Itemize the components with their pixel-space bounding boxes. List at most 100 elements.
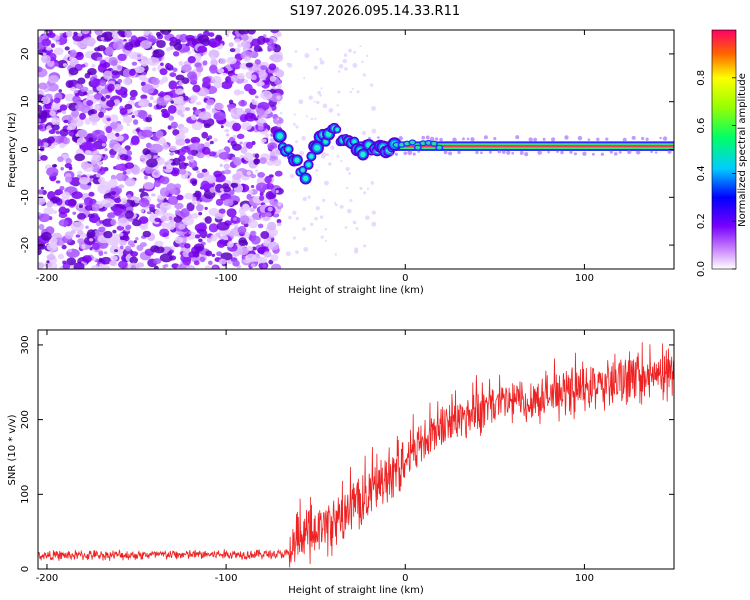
noise-speck xyxy=(359,186,363,191)
noise-speck xyxy=(314,117,317,120)
carrier-halo xyxy=(390,152,394,156)
carrier-blob-inner xyxy=(360,151,366,158)
noise-blob xyxy=(110,255,118,262)
noise-blob xyxy=(53,47,64,56)
x-tick-label: -100 xyxy=(215,273,238,284)
noise-blob xyxy=(112,41,124,50)
noise-blob xyxy=(182,256,192,266)
noise-speck xyxy=(334,253,337,256)
x-tick-label: 0 xyxy=(402,573,408,584)
noise-blob xyxy=(162,264,167,269)
noise-blob xyxy=(46,167,59,177)
carrier-halo xyxy=(582,151,587,156)
noise-blob xyxy=(219,58,227,65)
noise-blob xyxy=(114,197,121,204)
noise-blob xyxy=(270,254,279,262)
noise-blob xyxy=(51,196,61,203)
noise-blob xyxy=(170,100,174,104)
noise-blob xyxy=(59,104,68,111)
snr-x-label: Height of straight line (km) xyxy=(288,585,424,596)
noise-blob xyxy=(165,221,176,230)
noise-blob xyxy=(255,182,268,192)
noise-blob xyxy=(168,115,175,121)
noise-blob xyxy=(233,89,241,96)
noise-speck xyxy=(316,100,320,105)
noise-blob xyxy=(184,243,191,249)
noise-blob xyxy=(258,81,265,86)
noise-blob xyxy=(133,240,137,244)
carrier-halo xyxy=(367,136,371,140)
noise-blob xyxy=(64,46,70,51)
noise-blob xyxy=(160,62,164,66)
noise-blob xyxy=(188,230,192,235)
noise-speck xyxy=(359,45,362,48)
carrier-blob-inner xyxy=(286,146,291,152)
noise-blob xyxy=(116,225,125,231)
noise-blob xyxy=(269,151,276,157)
noise-blob xyxy=(208,151,217,157)
noise-blob xyxy=(216,251,223,257)
noise-blob xyxy=(191,212,199,219)
noise-speck xyxy=(345,166,350,172)
noise-blob xyxy=(154,240,164,247)
noise-blob xyxy=(126,122,130,127)
noise-blob xyxy=(170,121,178,129)
noise-blob xyxy=(122,171,127,175)
noise-blob xyxy=(251,254,261,262)
noise-blob xyxy=(153,180,161,188)
noise-blob xyxy=(218,208,226,214)
noise-blob xyxy=(162,166,167,170)
noise-blob xyxy=(119,153,129,161)
noise-blob xyxy=(237,225,247,235)
noise-speck xyxy=(337,112,341,117)
noise-blob xyxy=(217,68,225,74)
noise-blob xyxy=(80,63,86,68)
noise-blob xyxy=(106,100,116,108)
noise-blob xyxy=(179,168,187,175)
noise-blob xyxy=(176,264,187,269)
noise-blob xyxy=(198,238,203,243)
noise-blob xyxy=(250,174,257,179)
noise-blob xyxy=(200,180,210,190)
noise-blob xyxy=(88,137,94,142)
spectrogram-y-ticks: -20 -10 0 10 20 xyxy=(20,48,674,253)
noise-blob xyxy=(77,32,83,37)
noise-blob xyxy=(87,213,95,219)
carrier-halo xyxy=(564,135,569,140)
noise-blob xyxy=(247,30,256,35)
noise-speck xyxy=(277,159,282,164)
noise-speck xyxy=(310,222,314,227)
spectrogram-marks xyxy=(38,30,674,269)
noise-speck xyxy=(294,50,298,53)
noise-blob xyxy=(89,177,93,182)
noise-speck xyxy=(349,198,353,203)
noise-blob xyxy=(65,176,73,183)
noise-blob xyxy=(131,165,141,175)
carrier-halo xyxy=(439,137,443,142)
noise-blob xyxy=(46,254,56,261)
noise-blob xyxy=(239,141,243,145)
noise-speck xyxy=(371,221,377,227)
noise-blob xyxy=(206,137,210,141)
noise-blob xyxy=(213,111,226,121)
noise-blob xyxy=(180,208,190,218)
noise-blob xyxy=(207,38,221,48)
noise-blob xyxy=(137,54,142,58)
noise-blob xyxy=(229,48,236,53)
noise-blob xyxy=(172,129,180,136)
noise-blob xyxy=(50,43,56,48)
noise-blob xyxy=(220,188,224,192)
noise-blob xyxy=(153,171,159,176)
noise-blob xyxy=(208,223,219,233)
noise-blob xyxy=(86,229,96,239)
noise-blob xyxy=(58,206,68,215)
noise-blob xyxy=(170,167,180,177)
noise-blob xyxy=(178,96,184,101)
noise-blob xyxy=(197,222,207,230)
carrier-halo xyxy=(609,150,613,154)
noise-blob xyxy=(92,242,100,251)
noise-blob xyxy=(71,191,83,199)
noise-blob xyxy=(160,215,167,222)
carrier-halo xyxy=(493,136,497,141)
